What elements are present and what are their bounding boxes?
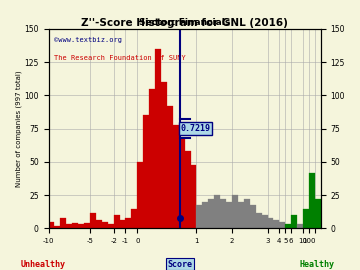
Bar [78,224,84,228]
Text: The Research Foundation of SUNY: The Research Foundation of SUNY [54,55,186,61]
Bar [220,199,226,228]
Bar [190,165,197,228]
Bar [60,218,66,228]
Bar [291,215,297,228]
Bar [250,204,256,228]
Text: Healthy: Healthy [299,260,334,269]
Bar [315,199,321,228]
Bar [297,224,303,228]
Text: Unhealthy: Unhealthy [21,260,66,269]
Bar [114,215,120,228]
Text: Score: Score [167,260,193,269]
Bar [120,221,125,228]
Bar [161,82,167,228]
Text: 0.7219: 0.7219 [180,124,211,133]
Bar [262,215,267,228]
Bar [179,138,185,228]
Text: Sector: Financials: Sector: Financials [139,18,230,27]
Bar [185,151,190,228]
Bar [84,223,90,228]
Title: Z''-Score Histogram for GNL (2016): Z''-Score Histogram for GNL (2016) [81,18,288,28]
Bar [143,115,149,228]
Bar [155,49,161,228]
Bar [197,204,202,228]
Bar [238,202,244,228]
Bar [137,162,143,228]
Bar [267,218,274,228]
Bar [244,199,250,228]
Bar [173,125,179,228]
Bar [96,221,102,228]
Bar [214,195,220,228]
Bar [279,222,285,228]
Bar [125,218,131,228]
Y-axis label: Number of companies (997 total): Number of companies (997 total) [15,70,22,187]
Bar [256,212,262,228]
Bar [232,195,238,228]
Bar [303,208,309,228]
Bar [49,222,54,228]
Bar [226,202,232,228]
Bar [90,212,96,228]
Bar [202,202,208,228]
Bar [131,208,137,228]
Bar [72,223,78,228]
Bar [167,106,173,228]
Bar [274,221,279,228]
Bar [108,224,114,228]
Bar [66,224,72,228]
Bar [149,89,155,228]
Bar [208,199,214,228]
Text: ©www.textbiz.org: ©www.textbiz.org [54,37,122,43]
Bar [309,173,315,228]
Bar [285,224,291,228]
Bar [102,222,108,228]
Bar [54,226,60,228]
